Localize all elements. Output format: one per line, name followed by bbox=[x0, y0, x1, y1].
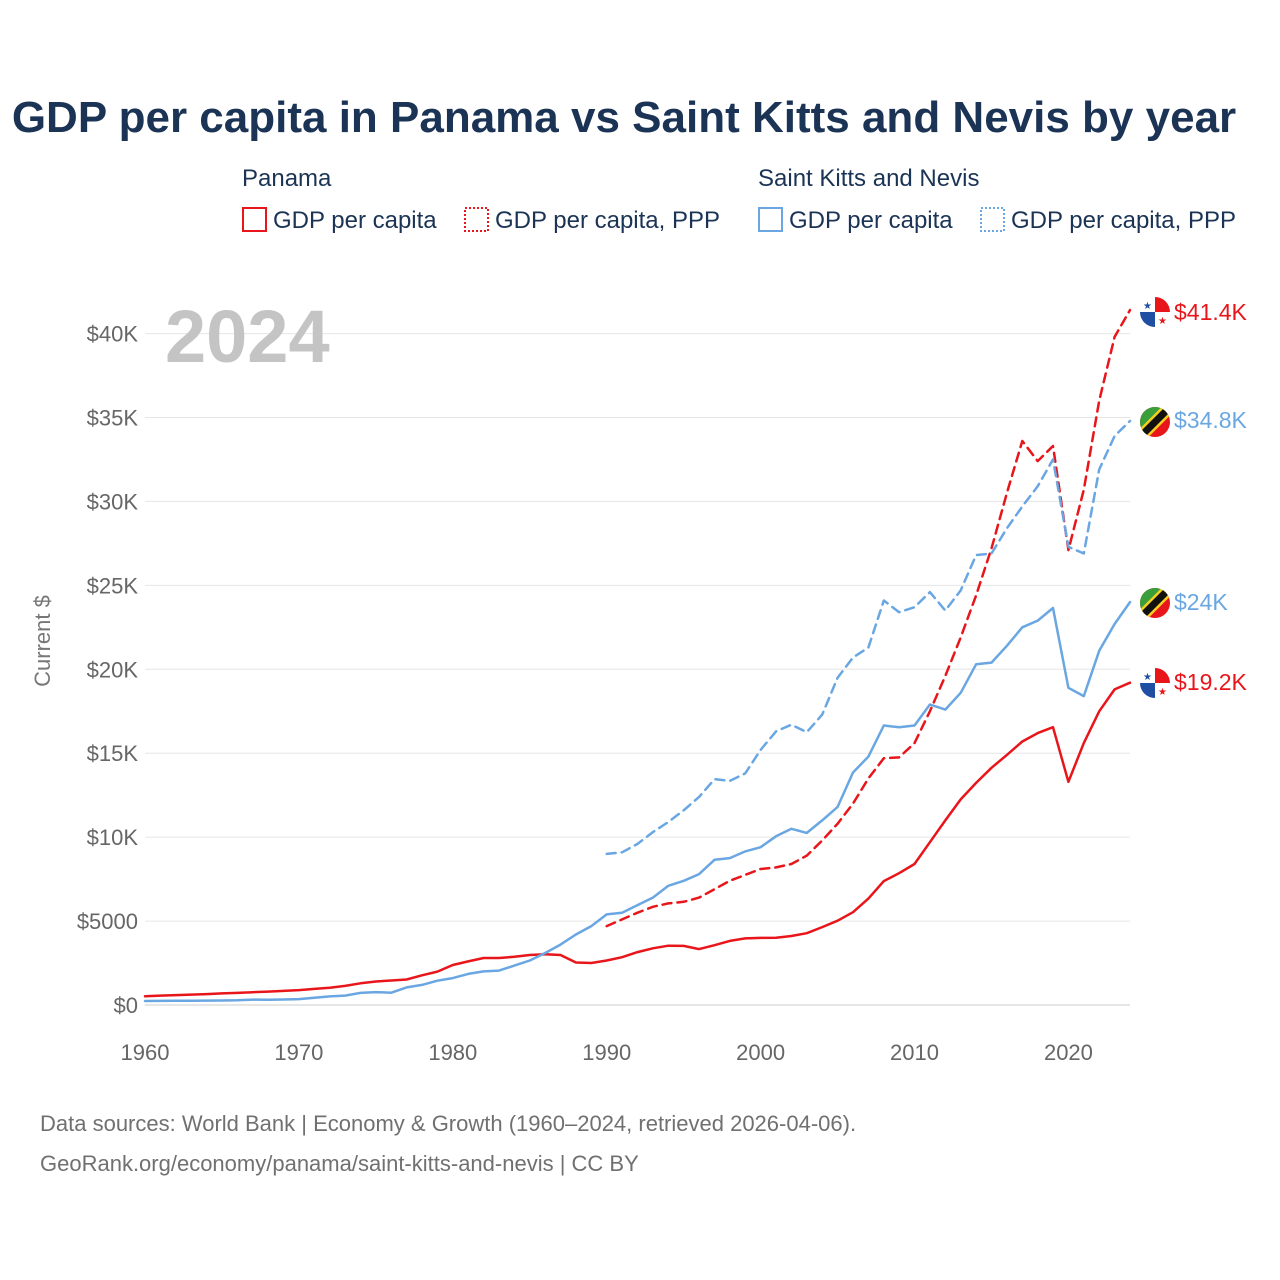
x-tick-label: 1970 bbox=[274, 1040, 323, 1065]
series-line-panama-gdp-per-capita bbox=[143, 681, 1132, 998]
y-tick-label: $25K bbox=[87, 573, 139, 598]
end-label-panama-ppp: $41.4K bbox=[1174, 299, 1248, 325]
series bbox=[143, 308, 1132, 1003]
x-axis-ticks: 1960 1970 1980 1990 2000 2010 2020 bbox=[121, 1040, 1093, 1065]
legend-group-panama: Panama bbox=[242, 165, 332, 192]
current-year: 2024 bbox=[165, 295, 330, 378]
x-tick-label: 2000 bbox=[736, 1040, 785, 1065]
legend-swatch-panama-ppp bbox=[464, 207, 489, 232]
legend-item-skn-ppp: GDP per capita, PPP bbox=[1011, 207, 1236, 234]
y-tick-label: $10K bbox=[87, 825, 139, 850]
svg-text:★: ★ bbox=[1158, 687, 1167, 698]
end-label-panama-gdp: $19.2K bbox=[1174, 669, 1248, 695]
x-tick-label: 2010 bbox=[890, 1040, 939, 1065]
y-tick-label: $35K bbox=[87, 406, 139, 431]
end-label-skn-gdp: $24K bbox=[1174, 589, 1228, 615]
x-tick-label: 1960 bbox=[121, 1040, 170, 1065]
y-tick-label: $0 bbox=[114, 993, 138, 1018]
series-line-panama-gdp-per-capita-ppp bbox=[605, 308, 1132, 928]
y-axis-label: Current $ bbox=[30, 595, 55, 687]
svg-text:★: ★ bbox=[1143, 301, 1152, 312]
source-line-2: GeoRank.org/economy/panama/saint-kitts-a… bbox=[40, 1151, 639, 1176]
legend-swatch-skn-ppp bbox=[980, 207, 1005, 232]
legend-item-panama-gdp: GDP per capita bbox=[273, 207, 437, 234]
y-tick-label: $15K bbox=[87, 741, 139, 766]
gridlines bbox=[145, 333, 1130, 1006]
saint-kitts-flag-icon bbox=[1140, 407, 1170, 437]
x-tick-label: 1990 bbox=[582, 1040, 631, 1065]
x-tick-label: 1980 bbox=[428, 1040, 477, 1065]
y-tick-label: $20K bbox=[87, 657, 139, 682]
series-line-saint-kitts-and-nevis-gdp-per-capita bbox=[143, 600, 1132, 1003]
series-line-saint-kitts-and-nevis-gdp-per-capita-ppp bbox=[605, 419, 1132, 856]
svg-text:★: ★ bbox=[1158, 316, 1167, 327]
y-tick-label: $5000 bbox=[77, 909, 138, 934]
y-tick-label: $30K bbox=[87, 489, 139, 514]
source-line-1: Data sources: World Bank | Economy & Gro… bbox=[40, 1111, 856, 1136]
panama-flag-icon: ★ ★ bbox=[1140, 297, 1170, 327]
legend: Panama GDP per capita GDP per capita, PP… bbox=[242, 165, 1236, 234]
legend-group-skn: Saint Kitts and Nevis bbox=[758, 165, 979, 192]
y-axis-ticks: $0 $5000 $10K $15K $20K $25K $30K $35K $40K bbox=[77, 322, 139, 1018]
end-label-skn-ppp: $34.8K bbox=[1174, 407, 1248, 433]
legend-item-skn-gdp: GDP per capita bbox=[789, 207, 953, 234]
chart-title: GDP per capita in Panama vs Saint Kitts … bbox=[12, 93, 1236, 142]
saint-kitts-flag-icon bbox=[1140, 588, 1170, 618]
legend-item-panama-ppp: GDP per capita, PPP bbox=[495, 207, 720, 234]
legend-swatch-skn-gdp bbox=[758, 207, 783, 232]
y-tick-label: $40K bbox=[87, 322, 139, 347]
x-tick-label: 2020 bbox=[1044, 1040, 1093, 1065]
legend-swatch-panama-gdp bbox=[242, 207, 267, 232]
panama-flag-icon: ★ ★ bbox=[1140, 668, 1170, 698]
svg-text:★: ★ bbox=[1143, 672, 1152, 683]
